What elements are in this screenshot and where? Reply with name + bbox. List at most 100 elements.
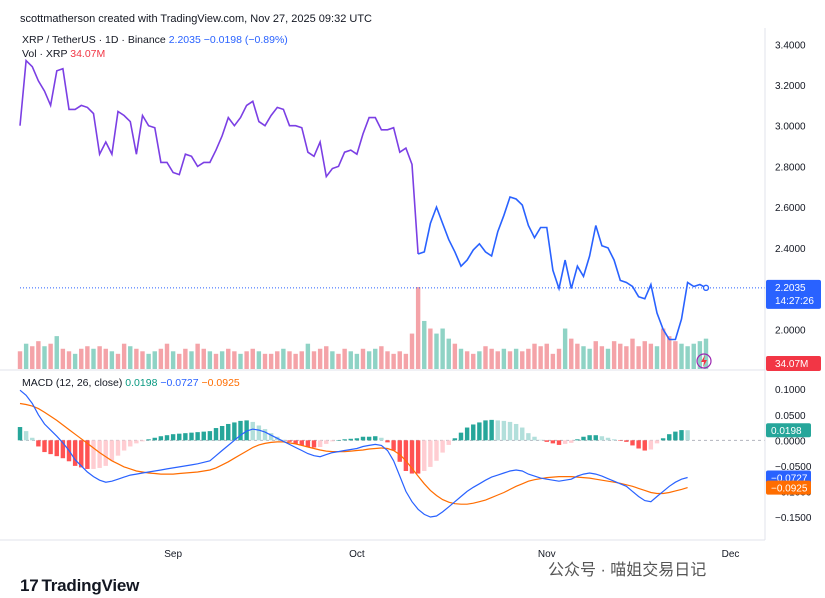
volume-bar bbox=[575, 343, 580, 369]
volume-bar bbox=[324, 346, 329, 369]
volume-bar bbox=[391, 353, 396, 369]
last-price-dot bbox=[702, 284, 710, 292]
volume-bar bbox=[501, 348, 507, 369]
macd-hist-bar bbox=[226, 423, 231, 441]
macd-hist-bar bbox=[397, 440, 402, 462]
volume-bar bbox=[54, 336, 59, 369]
macd-hist-bar bbox=[532, 436, 537, 441]
macd-hist-bar bbox=[575, 439, 580, 441]
price-tick-label: 2.4000 bbox=[775, 244, 806, 255]
macd-hist-bar bbox=[262, 429, 268, 441]
volume-bar bbox=[354, 353, 360, 369]
macd-hist-bar bbox=[177, 433, 182, 441]
macd-hist-bar bbox=[422, 440, 427, 471]
macd-line bbox=[19, 389, 688, 518]
volume-bar bbox=[385, 351, 390, 369]
volume-bar bbox=[489, 348, 494, 369]
volume-bar bbox=[642, 341, 647, 369]
macd-hist-bar bbox=[403, 440, 409, 471]
volume-bar bbox=[544, 343, 549, 369]
volume-bar bbox=[268, 353, 274, 369]
macd-hist-bar bbox=[109, 440, 115, 461]
macd-hist-bar bbox=[164, 435, 170, 441]
macd-hist-bar bbox=[91, 440, 96, 469]
macd-hist-bar bbox=[232, 422, 237, 441]
volume-bar bbox=[446, 338, 451, 369]
volume-bar bbox=[36, 341, 41, 369]
volume-bar bbox=[605, 348, 611, 369]
volume-bar bbox=[30, 346, 35, 369]
macd-hist-bar bbox=[642, 440, 647, 451]
volume-bar bbox=[219, 351, 225, 369]
volume-bar bbox=[140, 351, 145, 369]
macd-tag: −0.0727 bbox=[771, 473, 808, 484]
price-tick-label: 3.4000 bbox=[775, 40, 806, 51]
macd-label[interactable]: MACD (12, 26, close) bbox=[22, 377, 123, 389]
macd-hist-bar bbox=[189, 432, 194, 441]
volume-bar bbox=[134, 348, 139, 369]
macd-hist-bar bbox=[48, 440, 53, 455]
macd-hist-bar bbox=[618, 440, 623, 441]
time-tick-label: Oct bbox=[349, 549, 365, 560]
price-change: −0.0198 (−0.89%) bbox=[203, 34, 288, 46]
macd-tick-label: 0.1000 bbox=[775, 385, 806, 396]
macd-hist-bar bbox=[685, 430, 690, 441]
price-tick-label: 2.8000 bbox=[775, 162, 806, 173]
macd-hist-bar bbox=[348, 438, 353, 441]
macd-hist-value: 0.0198 bbox=[125, 377, 158, 389]
macd-hist-bar bbox=[667, 434, 672, 441]
volume-label[interactable]: Vol · XRP bbox=[22, 48, 68, 60]
volume-bar bbox=[97, 346, 102, 369]
volume-bar bbox=[207, 351, 213, 369]
macd-hist-bar bbox=[183, 433, 188, 441]
volume-bar bbox=[262, 353, 268, 369]
symbol-label[interactable]: XRP / TetherUS · 1D · Binance bbox=[22, 34, 166, 46]
volume-bar bbox=[256, 351, 262, 369]
macd-hist-bar bbox=[42, 440, 47, 453]
macd-hist-bar bbox=[250, 421, 255, 441]
macd-hist-bar bbox=[428, 440, 433, 467]
macd-hist-bar bbox=[213, 428, 219, 441]
volume-bar bbox=[556, 348, 562, 369]
countdown-tag: 14:27:26 bbox=[775, 296, 814, 307]
macd-hist-bar bbox=[605, 437, 611, 441]
macd-hist-bar bbox=[483, 420, 488, 441]
macd-hist-bar bbox=[195, 432, 200, 441]
volume-bar bbox=[538, 346, 543, 369]
macd-hist-bar bbox=[489, 419, 494, 441]
macd-hist-bar bbox=[495, 420, 500, 441]
price-tick-label: 2.6000 bbox=[775, 203, 806, 214]
macd-hist-bar bbox=[624, 440, 629, 442]
macd-hist-bar bbox=[128, 440, 133, 447]
axes: 2.00002.20002.40002.60002.80003.00003.20… bbox=[0, 28, 821, 560]
macd-hist-bar bbox=[256, 425, 262, 441]
macd-hist-bar bbox=[538, 439, 543, 441]
macd-hist-bar bbox=[281, 439, 286, 441]
tradingview-logo[interactable]: 17 TradingView bbox=[20, 576, 139, 596]
macd-hist-bar bbox=[611, 439, 617, 441]
macd-hist-bar bbox=[140, 440, 145, 442]
volume-bar bbox=[79, 348, 84, 369]
volume-bar bbox=[593, 341, 598, 369]
macd-legend: MACD (12, 26, close) 0.0198 −0.0727 −0.0… bbox=[22, 377, 240, 389]
macd-hist-bar bbox=[317, 440, 323, 447]
macd-hist-bar bbox=[501, 420, 507, 441]
hist-tag: 0.0198 bbox=[771, 426, 802, 437]
volume-bar bbox=[624, 346, 629, 369]
macd-hist-bar bbox=[654, 440, 660, 444]
volume-bar bbox=[342, 348, 347, 369]
time-tick-label: Dec bbox=[722, 549, 740, 560]
volume-bar bbox=[495, 351, 500, 369]
volume-bar bbox=[464, 351, 470, 369]
signal-tag: −0.0925 bbox=[771, 484, 808, 495]
volume-bar bbox=[471, 353, 476, 369]
signal-tag-bg bbox=[766, 480, 811, 495]
price-tag-bg bbox=[766, 279, 821, 309]
volume-bar bbox=[483, 346, 488, 369]
macd-hist-bar bbox=[336, 440, 341, 441]
volume-bar bbox=[360, 348, 366, 369]
volume-bar bbox=[226, 348, 231, 369]
volume-bar bbox=[201, 348, 206, 369]
volume-bar bbox=[158, 348, 164, 369]
